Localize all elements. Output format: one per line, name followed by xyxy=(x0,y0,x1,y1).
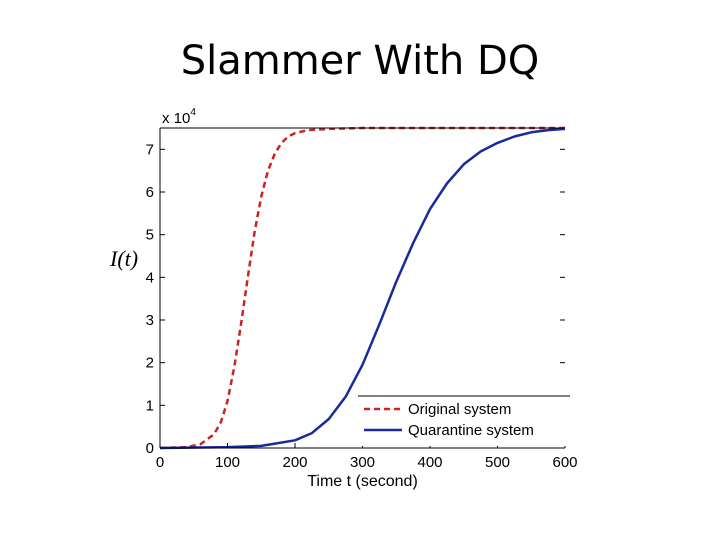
x-tick-label: 400 xyxy=(417,454,442,471)
series-line-original xyxy=(159,126,565,450)
axes-layer: 0 100 200 300 400 500 600 0 1 2 3 4 5 6 7 xyxy=(146,127,578,471)
x-tick-label: 200 xyxy=(282,454,307,471)
y-tick-label: 1 xyxy=(146,397,154,414)
slide-title: Slammer With DQ xyxy=(180,38,540,84)
y-tick-label: 3 xyxy=(146,312,154,329)
y-multiplier-base: x 10 xyxy=(162,110,190,127)
series-layer xyxy=(159,126,566,450)
plot-background xyxy=(160,128,565,448)
x-axis-label: Time t (second) xyxy=(307,473,418,490)
x-tick-label: 300 xyxy=(350,454,375,471)
series-line-quarantine xyxy=(159,127,566,450)
legend-box xyxy=(358,396,570,446)
y-tick-label: 6 xyxy=(146,184,154,201)
y-tick-label: 5 xyxy=(146,227,154,244)
x-tick-label: 600 xyxy=(552,454,577,471)
plot-area xyxy=(160,128,565,448)
y-tick-label: 4 xyxy=(146,269,154,286)
legend-label: Original system xyxy=(408,401,511,418)
y-tick-label: 2 xyxy=(146,355,154,372)
y-tick-label: 7 xyxy=(146,141,154,158)
x-tick-label: 500 xyxy=(485,454,510,471)
x-tick-label: 100 xyxy=(215,454,240,471)
x-tick-label: 0 xyxy=(156,454,164,471)
legend: Original system Quarantine system xyxy=(358,395,570,446)
y-multiplier-exponent: 4 xyxy=(190,107,196,118)
y-axis-label: I(t) xyxy=(109,246,138,271)
legend-label: Quarantine system xyxy=(408,422,534,439)
y-tick-label: 0 xyxy=(146,440,154,457)
y-multiplier-label: x 104 xyxy=(162,107,196,127)
